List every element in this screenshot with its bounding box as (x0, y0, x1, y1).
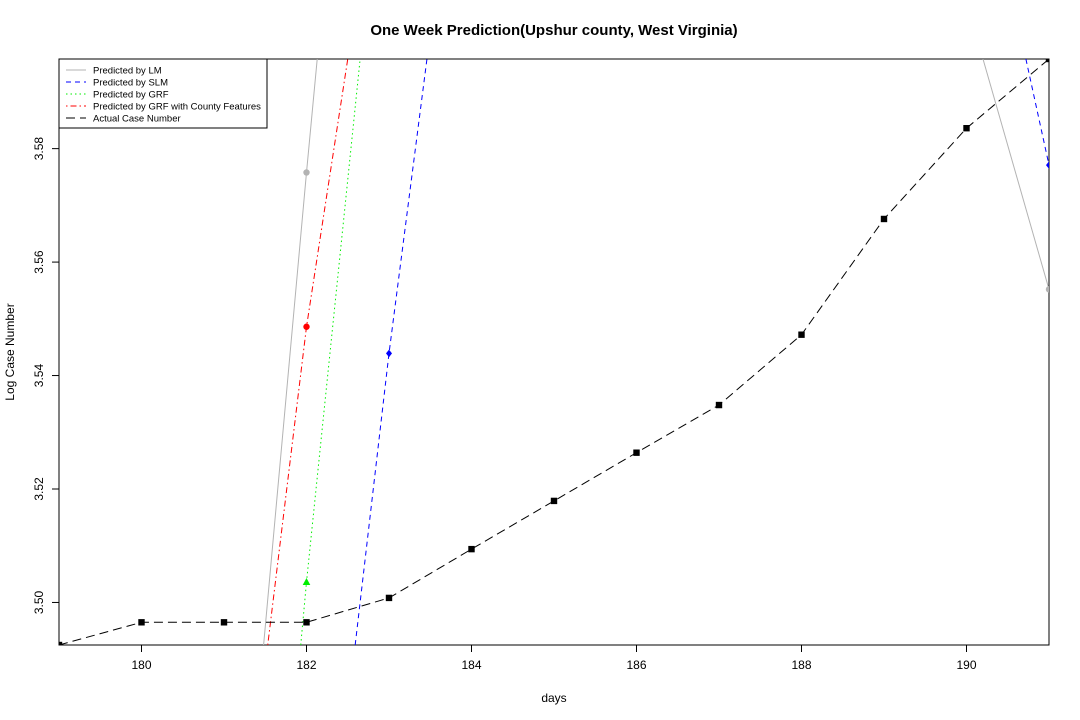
legend-label: Predicted by GRF (93, 90, 169, 101)
data-point-actual-case-number (963, 125, 970, 132)
data-point-actual-case-number (468, 545, 475, 553)
data-point-actual-case-number (1045, 59, 1049, 63)
legend-label: Predicted by SLM (93, 78, 168, 89)
legend-label: Predicted by LM (93, 66, 162, 77)
data-point-actual-case-number (59, 641, 63, 645)
data-point-actual-case-number (880, 215, 888, 223)
series-line-predicted-by-slm (354, 59, 428, 645)
y-tick-label: 3.52 (32, 477, 46, 501)
series-layer (59, 59, 1049, 645)
series-line-predicted-by-slm (1025, 59, 1049, 166)
data-point-actual-case-number (715, 401, 723, 409)
x-tick-label: 186 (626, 658, 646, 672)
data-point-predicted-by-slm (1046, 161, 1049, 169)
x-axis: 180 182 184 186 188 190 (131, 645, 977, 672)
series-line-predicted-by-grf-with-county-features (267, 59, 349, 645)
y-axis: 3.50 3.52 3.54 3.56 3.58 (32, 137, 59, 614)
data-point-actual-case-number (138, 619, 145, 626)
legend-label: Predicted by GRF with County Features (93, 102, 261, 113)
data-point-actual-case-number (220, 619, 228, 626)
data-point-actual-case-number (303, 619, 310, 626)
plot-frame (58, 58, 1050, 646)
x-tick-label: 188 (791, 658, 811, 672)
data-point-actual-case-number (385, 594, 393, 602)
data-point-predicted-by-grf (302, 578, 311, 586)
data-point-predicted-by-grf-with-county-features (303, 323, 310, 330)
legend-label: Actual Case Number (93, 114, 181, 125)
x-tick-label: 190 (956, 658, 976, 672)
y-tick-label: 3.54 (32, 364, 46, 388)
data-point-actual-case-number (550, 497, 558, 505)
x-tick-label: 184 (461, 658, 481, 672)
series-line-predicted-by-grf (300, 59, 361, 645)
legend-box (58, 58, 268, 129)
y-axis-label: Log Case Number (3, 303, 17, 400)
data-point-actual-case-number (633, 449, 640, 456)
x-axis-label: days (541, 691, 566, 705)
y-tick-label: 3.58 (32, 137, 46, 161)
data-point-predicted-by-lm (1045, 286, 1049, 293)
data-point-predicted-by-lm (303, 169, 310, 176)
series-line-actual-case-number (59, 59, 1049, 645)
x-tick-label: 182 (296, 658, 316, 672)
chart-title: One Week Prediction(Upshur county, West … (370, 22, 737, 39)
y-tick-label: 3.50 (32, 590, 46, 614)
series-line-predicted-by-lm (982, 59, 1049, 290)
y-tick-label: 3.56 (32, 250, 46, 274)
data-point-actual-case-number (798, 331, 805, 338)
series-line-predicted-by-lm (263, 59, 318, 645)
data-point-predicted-by-slm (386, 349, 392, 358)
x-tick-label: 180 (131, 658, 151, 672)
